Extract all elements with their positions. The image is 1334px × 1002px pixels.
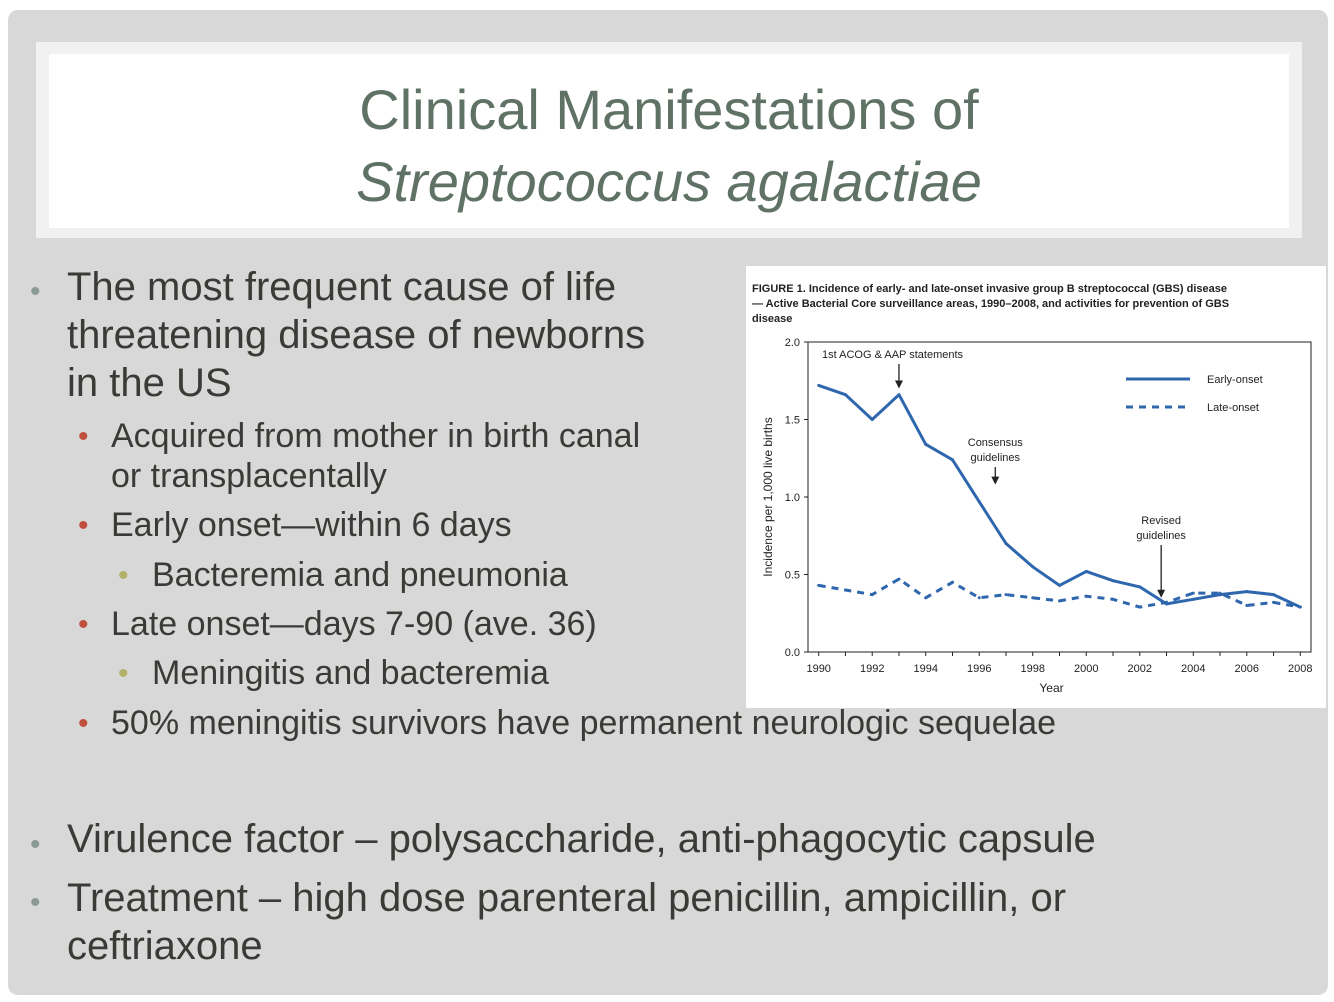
data-point [817, 583, 821, 587]
data-point [1272, 600, 1276, 604]
bullet-dot: • [118, 559, 129, 592]
data-point [1191, 591, 1195, 595]
data-point [1058, 583, 1061, 587]
incidence-chart: FIGURE 1. Incidence of early- and late-o… [752, 283, 1313, 695]
bullet-dot: • [78, 420, 89, 453]
data-point [977, 500, 981, 504]
x-tick-label: 1994 [913, 663, 937, 675]
early-onsetline [818, 383, 1301, 609]
data-point [1165, 600, 1169, 604]
figure-title-line: FIGURE 1. Incidence of early- and late-o… [752, 283, 1227, 295]
data-point [1245, 604, 1249, 607]
slide-title-line2: Streptococcus agalactiae [356, 150, 982, 213]
data-point [1004, 593, 1008, 597]
x-tick-label: 2006 [1235, 663, 1259, 675]
y-tick-label: 0.5 [785, 570, 800, 582]
x-tick-label: 1992 [860, 663, 884, 675]
data-point [1004, 542, 1008, 545]
bullet-text: Bacteremia and pneumonia [152, 556, 568, 594]
data-point [1111, 597, 1115, 601]
incidence-figure: FIGURE 1. Incidence of early- and late-o… [746, 266, 1326, 708]
slide-title-line1: Clinical Manifestations of [359, 78, 979, 141]
x-axis-label: Year [1039, 681, 1063, 695]
legend-label: Late-onset [1207, 402, 1259, 414]
x-tick-label: 2000 [1074, 663, 1098, 675]
bullet-dot: • [30, 886, 41, 919]
x-tick-label: 1998 [1021, 663, 1045, 675]
data-point [1084, 594, 1088, 598]
bullet-text: threatening disease of newborns [67, 313, 646, 357]
y-tick-label: 2.0 [785, 337, 800, 349]
x-tick-label: 1990 [806, 663, 830, 675]
bullet-dot: • [30, 828, 41, 861]
x-tick-label: 2002 [1128, 663, 1152, 675]
title-box: Clinical Manifestations of Streptococcus… [49, 54, 1289, 228]
data-point [1031, 596, 1035, 600]
data-point [870, 593, 874, 597]
data-point [817, 383, 821, 387]
data-point [924, 596, 928, 600]
data-point [1298, 605, 1302, 609]
bullet-text: or transplacentally [111, 457, 387, 495]
x-tick-label: 2004 [1181, 663, 1205, 675]
legend-label: Early-onset [1207, 374, 1263, 386]
bullet-text: 50% meningitis survivors have permanent … [111, 704, 1056, 742]
data-point [897, 577, 901, 581]
bullet-text: Late onset—days 7-90 (ave. 36) [111, 605, 597, 643]
y-tick-label: 1.5 [785, 415, 800, 427]
data-point [950, 458, 954, 462]
bullet-dot: • [78, 608, 89, 641]
bullet-text: Treatment – high dose parenteral penicil… [67, 876, 1067, 920]
data-point [870, 418, 874, 421]
data-point [843, 393, 847, 397]
figure-title-line: disease [752, 313, 792, 325]
data-point [1084, 569, 1088, 573]
slide: Clinical Manifestations of Streptococcus… [8, 10, 1328, 995]
figure-title-line: — Active Bacterial Core surveillance are… [752, 298, 1229, 310]
annotation-label: Consensus [968, 437, 1024, 449]
bullet-dot: • [78, 707, 89, 740]
data-point [1272, 593, 1276, 597]
data-point [1245, 590, 1249, 594]
plot-frame [807, 341, 1312, 653]
y-tick-label: 0.0 [785, 647, 800, 659]
bullet-text: Early onset—within 6 days [111, 506, 512, 544]
data-point [1191, 597, 1195, 601]
annotation-label: 1st ACOG & AAP statements [822, 349, 964, 361]
data-point [924, 442, 928, 446]
bullet-dot: • [118, 657, 129, 690]
bullet-text: Acquired from mother in birth canal [111, 417, 641, 455]
y-axis-label: Incidence per 1,000 live births [761, 417, 775, 576]
bullet-text: Virulence factor – polysaccharide, anti-… [67, 817, 1096, 861]
y-tick-label: 1.0 [785, 492, 800, 504]
data-point [1138, 605, 1142, 609]
annotation-label: guidelines [1136, 530, 1186, 542]
bullet-text: in the US [67, 361, 232, 405]
bullet-text: Meningitis and bacteremia [152, 654, 549, 692]
bullet-dot: • [30, 275, 41, 308]
data-point [1058, 599, 1061, 603]
annotation-arrowhead [1157, 589, 1166, 598]
bullet-text: ceftriaxone [67, 924, 263, 968]
annotation-arrowhead [991, 476, 1000, 485]
annotation-label: Revised [1141, 515, 1181, 527]
data-point [1138, 585, 1142, 589]
annotation-arrowhead [894, 380, 903, 389]
x-tick-label: 1996 [967, 663, 991, 675]
x-tick-label: 2008 [1288, 663, 1312, 675]
data-point [950, 580, 954, 584]
data-point [843, 588, 847, 592]
annotation-label: guidelines [971, 452, 1021, 464]
data-point [897, 393, 901, 397]
data-point [977, 596, 981, 600]
bullet-text: The most frequent cause of life [67, 265, 617, 309]
bullet-dot: • [78, 509, 89, 542]
data-point [1031, 565, 1035, 569]
data-point [1218, 591, 1222, 595]
data-point [1111, 579, 1115, 583]
